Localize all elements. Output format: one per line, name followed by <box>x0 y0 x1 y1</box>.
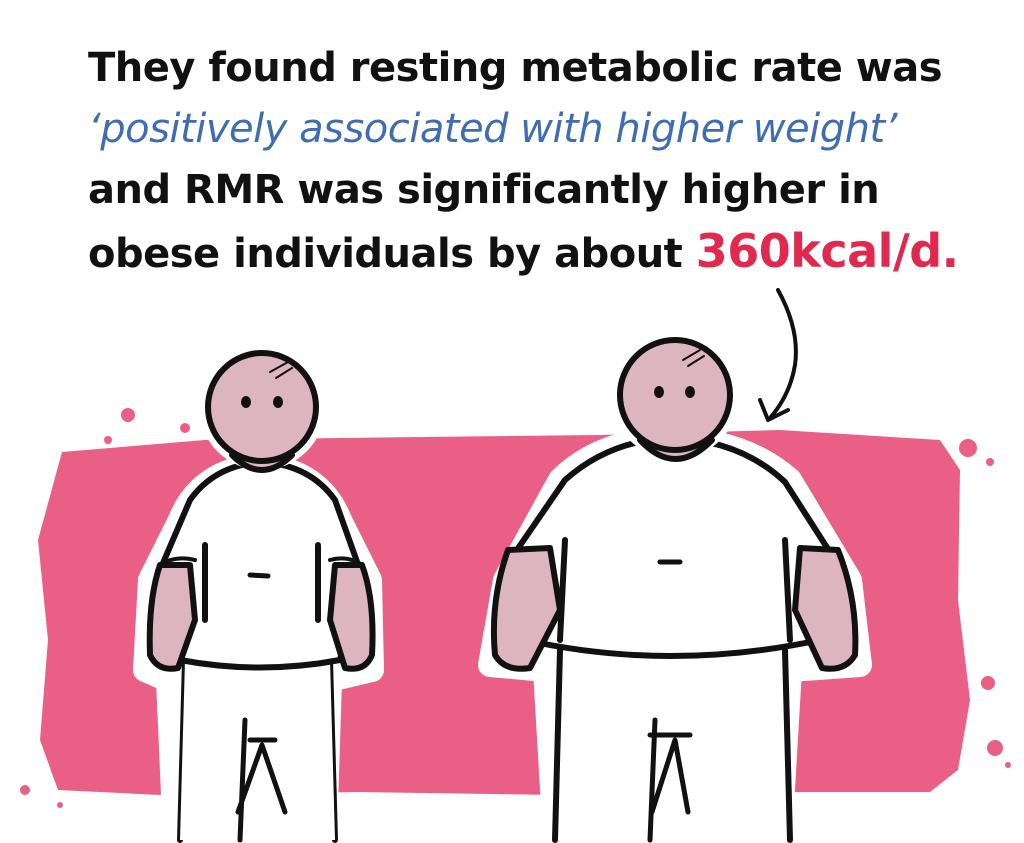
obese-figure <box>478 331 872 843</box>
caption-quote: ‘positively associated with higher weigh… <box>88 106 897 152</box>
calorie-highlight: 360kcal/d. <box>695 224 959 278</box>
thin-figure <box>133 344 384 843</box>
caption: They found resting metabolic rate was ‘p… <box>88 38 988 285</box>
caption-line-4-text: obese individuals by about <box>88 231 683 277</box>
pointer-arrow-icon <box>758 288 798 422</box>
caption-line-3: and RMR was significantly higher in <box>88 167 880 213</box>
caption-line-1: They found resting metabolic rate was <box>88 45 943 91</box>
caption-line-4: obese individuals by about 360kcal/d. <box>88 221 988 285</box>
